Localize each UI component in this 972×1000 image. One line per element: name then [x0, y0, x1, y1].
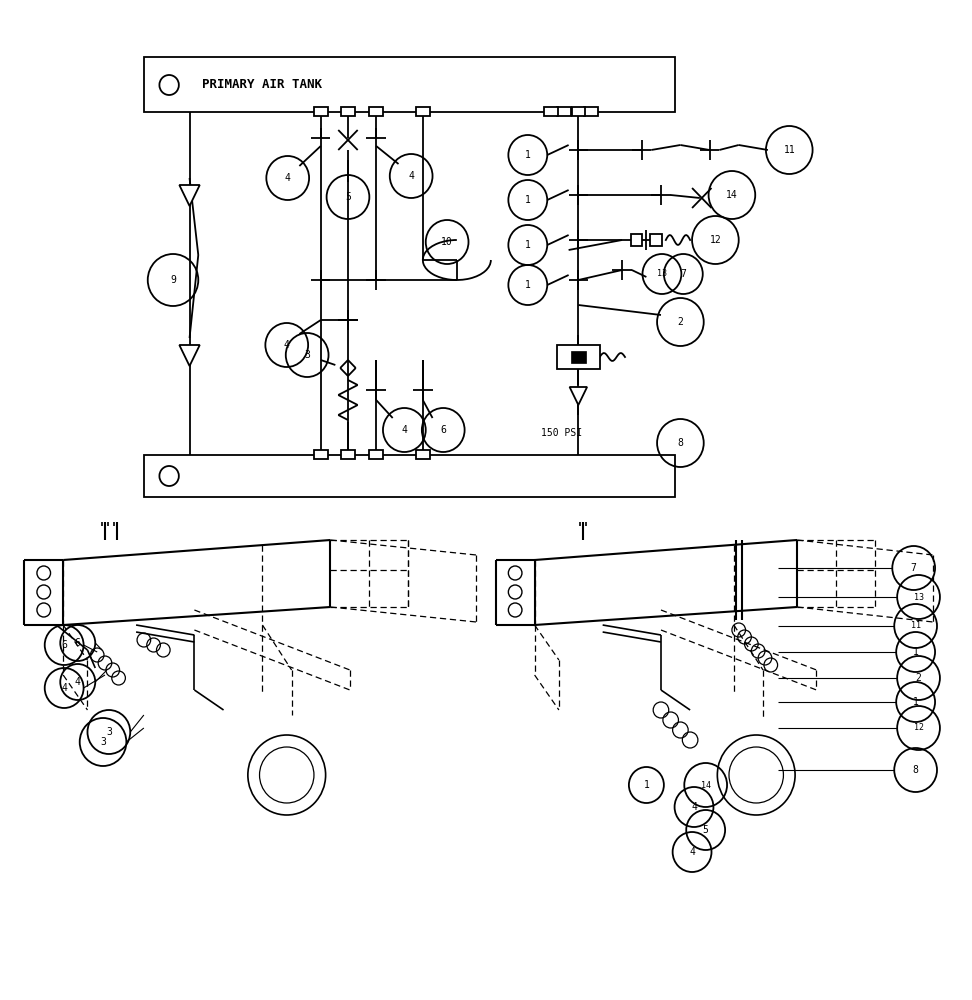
Text: 13: 13	[914, 592, 923, 601]
Bar	[557, 345, 600, 369]
Bar	[369, 450, 383, 459]
Bar	[584, 107, 598, 116]
Bar	[314, 107, 328, 116]
Text: 1: 1	[913, 697, 919, 707]
Polygon shape	[179, 345, 200, 366]
Bar	[144, 57, 675, 112]
Bar	[571, 351, 586, 363]
Text: 150 PSI: 150 PSI	[541, 428, 582, 438]
Text: 3: 3	[106, 727, 112, 737]
Text: 5: 5	[703, 825, 709, 835]
Text: 4: 4	[284, 340, 290, 350]
Text: 4: 4	[401, 425, 407, 435]
Text: 11: 11	[911, 621, 920, 631]
Text: 7: 7	[680, 269, 686, 279]
Bar	[341, 107, 355, 116]
Text: 1: 1	[525, 240, 531, 250]
Text: PRIMARY AIR TANK: PRIMARY AIR TANK	[202, 79, 322, 92]
Text: 4: 4	[285, 173, 291, 183]
Bar	[144, 455, 675, 497]
Text: 6: 6	[75, 638, 81, 648]
Bar	[650, 234, 662, 246]
Text: 5: 5	[345, 192, 351, 202]
Text: 3: 3	[100, 737, 106, 747]
Text: 14: 14	[726, 190, 738, 200]
Text: 1: 1	[643, 780, 649, 790]
Bar	[544, 107, 558, 116]
Text: 14: 14	[701, 780, 711, 790]
Bar	[416, 450, 430, 459]
Text: 4: 4	[61, 683, 67, 693]
Text: 12: 12	[914, 724, 923, 732]
Text: 1: 1	[525, 195, 531, 205]
Text: 11: 11	[783, 145, 795, 155]
Text: 1: 1	[525, 280, 531, 290]
Text: 8: 8	[913, 765, 919, 775]
Text: 1: 1	[913, 647, 919, 657]
Bar	[341, 450, 355, 459]
Text: 4: 4	[691, 802, 697, 812]
Text: 2: 2	[916, 673, 921, 683]
Text: 4: 4	[75, 677, 81, 687]
Polygon shape	[570, 387, 587, 405]
Bar	[416, 107, 430, 116]
Bar	[631, 234, 642, 246]
Text: 2: 2	[677, 317, 683, 327]
Text: 12: 12	[710, 235, 721, 245]
Text: 4: 4	[408, 171, 414, 181]
Text: 6: 6	[440, 425, 446, 435]
Text: 6: 6	[61, 640, 67, 650]
Text: 3: 3	[304, 350, 310, 360]
Text: 4: 4	[689, 847, 695, 857]
Bar	[557, 107, 571, 116]
Text: 13: 13	[657, 269, 667, 278]
Bar	[314, 450, 328, 459]
Bar	[369, 107, 383, 116]
Bar	[572, 107, 585, 116]
Polygon shape	[179, 185, 200, 206]
Text: 7: 7	[911, 563, 917, 573]
Text: 8: 8	[677, 438, 683, 448]
Text: 1: 1	[525, 150, 531, 160]
Text: 9: 9	[170, 275, 176, 285]
Text: 10: 10	[441, 237, 453, 247]
